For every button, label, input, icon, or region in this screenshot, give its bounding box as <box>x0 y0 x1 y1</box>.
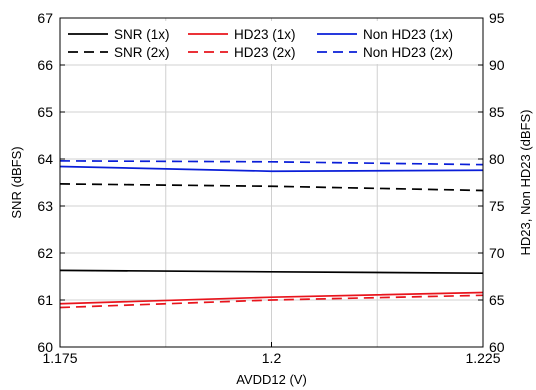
x-tick-label: 1.2 <box>262 350 282 366</box>
left-tick-label: 65 <box>37 104 53 120</box>
right-tick-label: 75 <box>489 198 505 214</box>
right-tick-label: 95 <box>489 10 505 26</box>
right-y-axis-label: HD23, Non HD23 (dBFS) <box>518 110 533 256</box>
left-tick-label: 62 <box>37 245 53 261</box>
right-tick-label: 70 <box>489 245 505 261</box>
left-tick-label: 61 <box>37 292 53 308</box>
right-tick-label: 80 <box>489 151 505 167</box>
left-tick-label: 67 <box>37 10 53 26</box>
legend-label: SNR (1x) <box>114 27 170 42</box>
x-tick-label: 1.175 <box>42 350 77 366</box>
x-axis-ticks: 1.175 1.2 1.225 <box>42 342 500 366</box>
legend-label: HD23 (2x) <box>234 45 296 60</box>
legend: SNR (1x) HD23 (1x) Non HD23 (1x) SNR (2x) HD… <box>63 21 480 64</box>
left-y-axis-label: SNR (dBFS) <box>9 146 24 218</box>
legend-label: HD23 (1x) <box>234 27 296 42</box>
x-tick-label: 1.225 <box>465 350 500 366</box>
left-tick-label: 64 <box>37 151 53 167</box>
right-tick-label: 65 <box>489 292 505 308</box>
right-tick-label: 85 <box>489 104 505 120</box>
legend-label: Non HD23 (1x) <box>363 27 453 42</box>
legend-label: SNR (2x) <box>114 45 170 60</box>
legend-label: Non HD23 (2x) <box>363 45 453 60</box>
left-tick-label: 63 <box>37 198 53 214</box>
x-axis-label: AVDD12 (V) <box>236 372 307 387</box>
left-tick-label: 66 <box>37 57 53 73</box>
right-tick-label: 90 <box>489 57 505 73</box>
